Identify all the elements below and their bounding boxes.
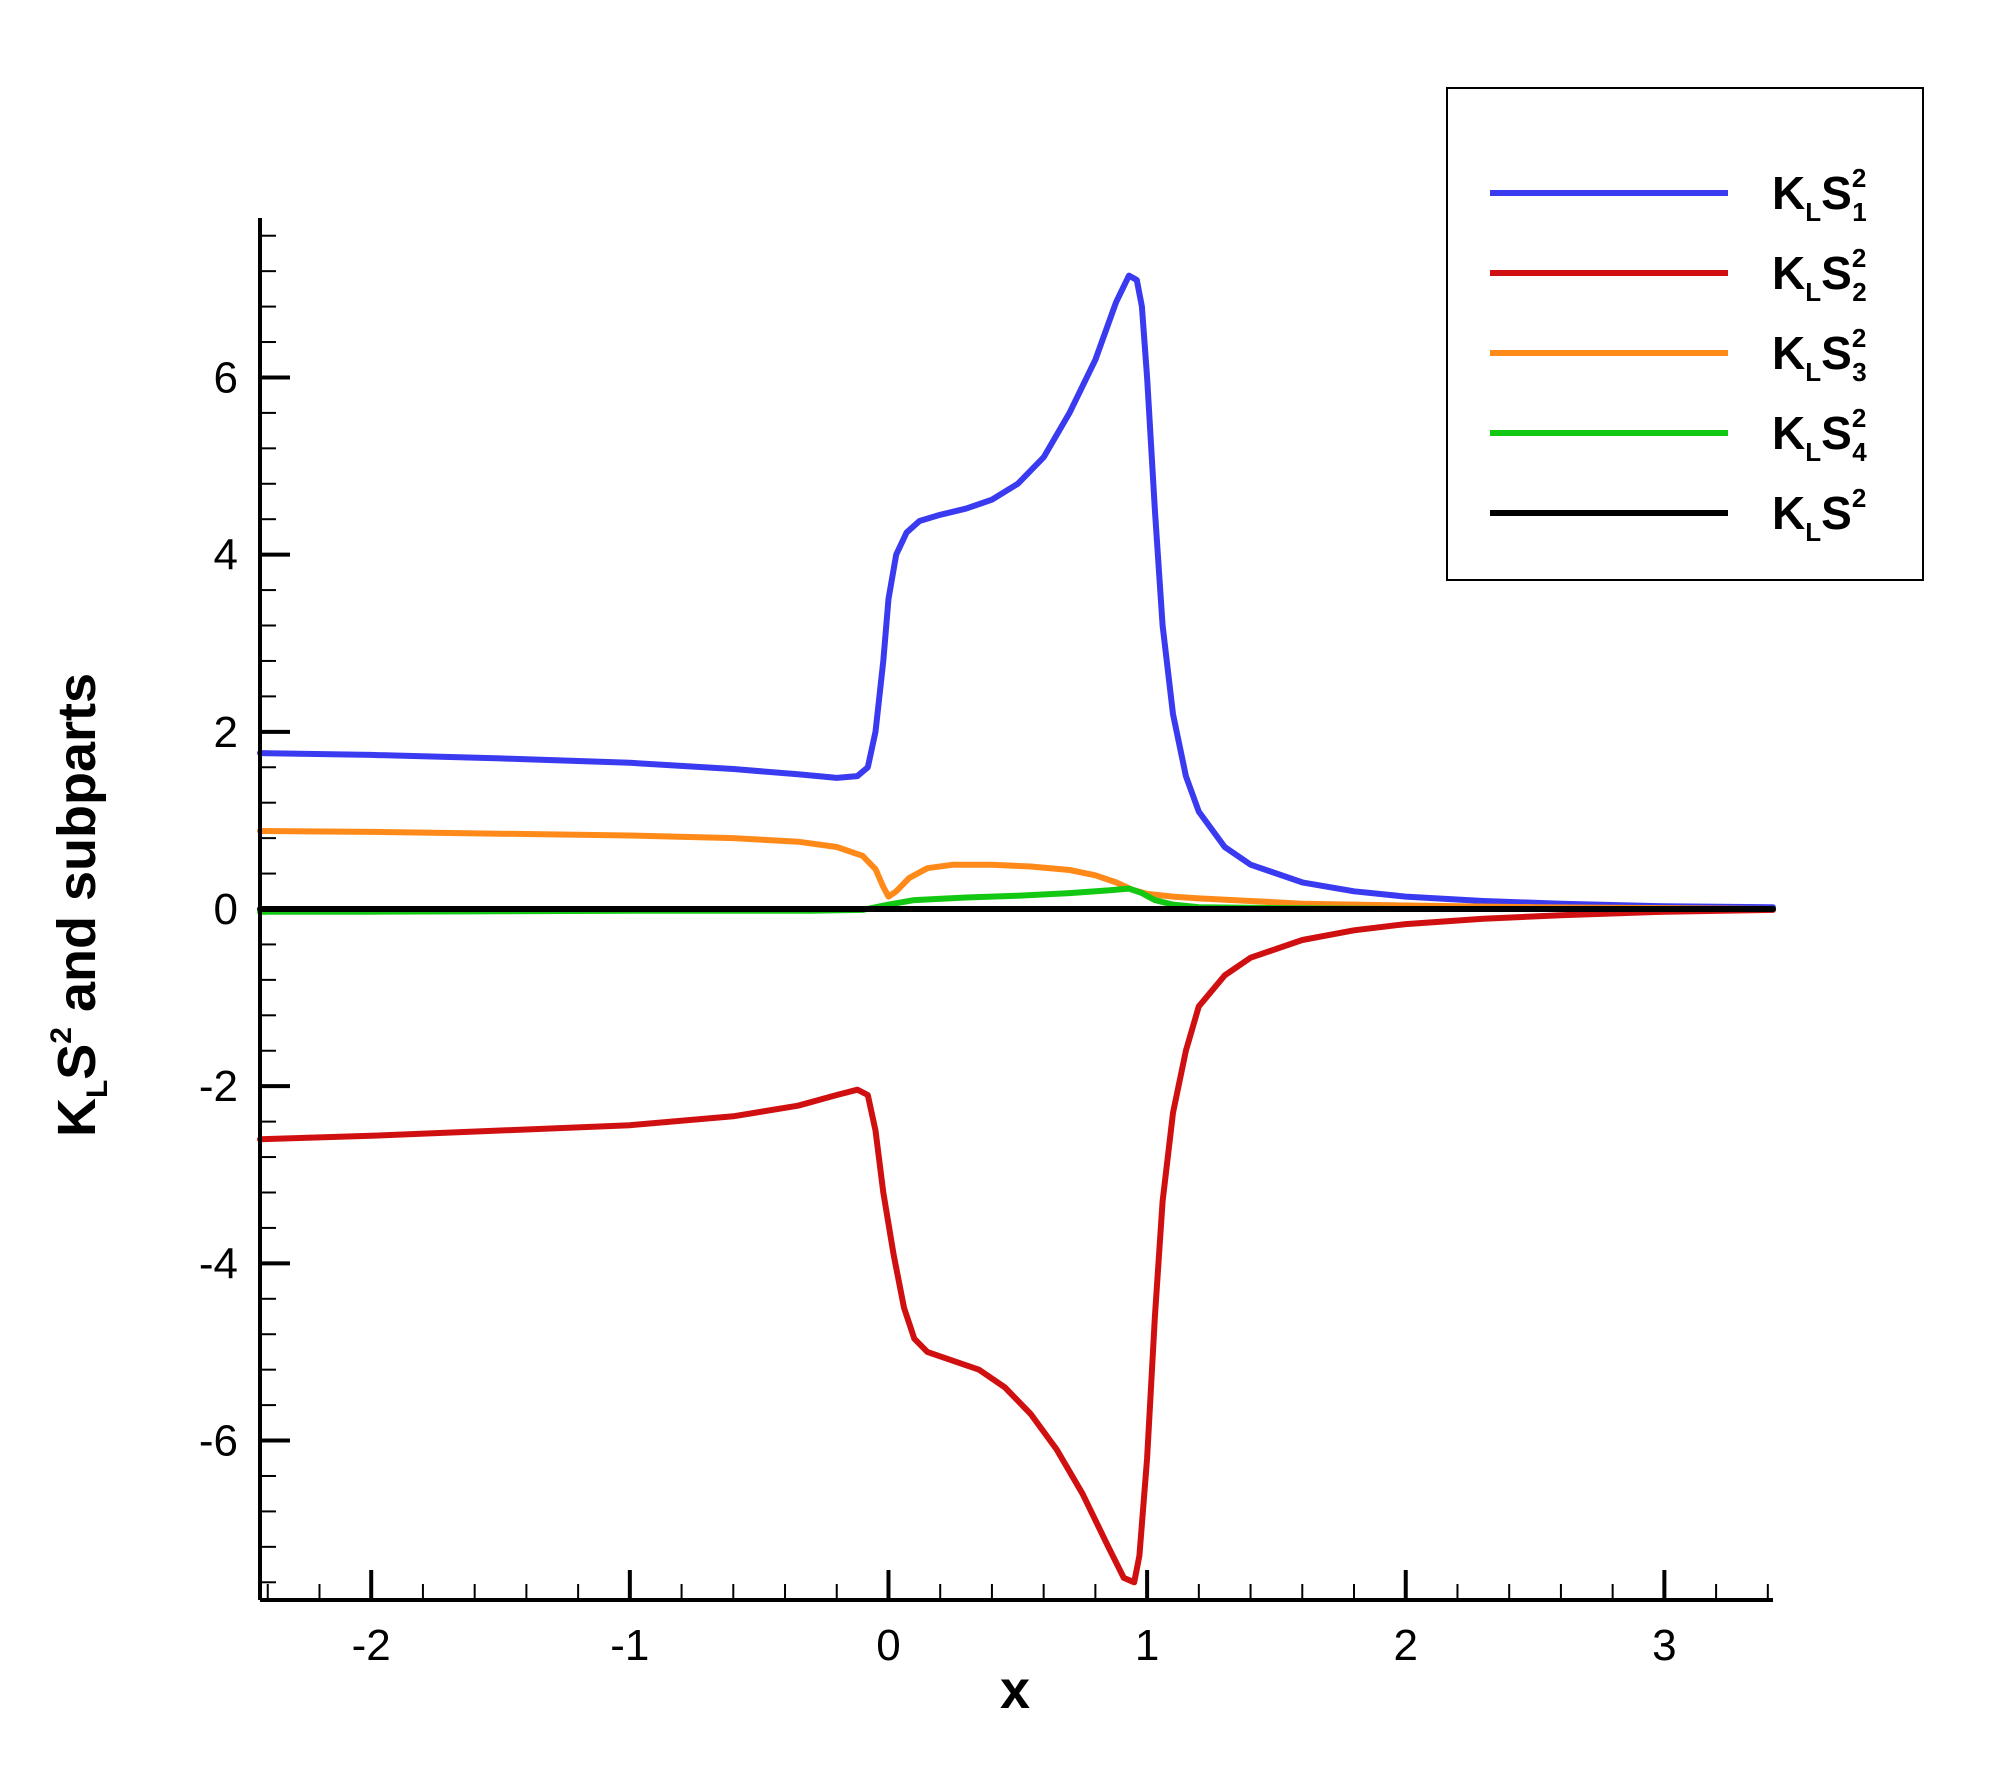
- legend-label-2: KLS2 2: [1772, 243, 1867, 307]
- y-tick-label: 2: [214, 708, 238, 757]
- y-tick-label: 6: [214, 353, 238, 402]
- x-tick-label: -1: [610, 1621, 649, 1670]
- axes: -6 -4 -2 0 2 4 6 -2 -1 0 1 2 3: [199, 218, 1773, 1670]
- series-line-1: [257, 272, 1776, 911]
- x-tick-label: 3: [1652, 1621, 1676, 1670]
- legend-box: [1446, 87, 1924, 581]
- y-tick-label: -2: [199, 1062, 238, 1111]
- x-tick-label: 2: [1393, 1621, 1417, 1670]
- x-tick-label: 0: [876, 1621, 900, 1670]
- legend-label-5: KLS2: [1772, 483, 1866, 547]
- legend-label-4: KLS2 4: [1772, 403, 1867, 467]
- x-tick-label: 1: [1135, 1621, 1159, 1670]
- legend-label-3: KLS2 3: [1772, 323, 1867, 387]
- plot-series: [257, 272, 1776, 1586]
- y-tick-label: 0: [214, 885, 238, 934]
- y-tick-label: 4: [214, 531, 238, 580]
- y-axis-title: KLS2 and subparts: [45, 673, 114, 1137]
- series-line-3: [257, 828, 1776, 912]
- series-line-2: [257, 906, 1776, 1586]
- y-tick-label: -6: [199, 1417, 238, 1466]
- y-tick-label: -4: [199, 1239, 238, 1288]
- x-tick-label: -2: [352, 1621, 391, 1670]
- legend: KLS2 1 KLS2 2 KLS2 3 KLS2 4 KLS2: [1446, 87, 1924, 581]
- legend-label-1: KLS2 1: [1772, 163, 1867, 227]
- x-axis-title: x: [1000, 1660, 1030, 1720]
